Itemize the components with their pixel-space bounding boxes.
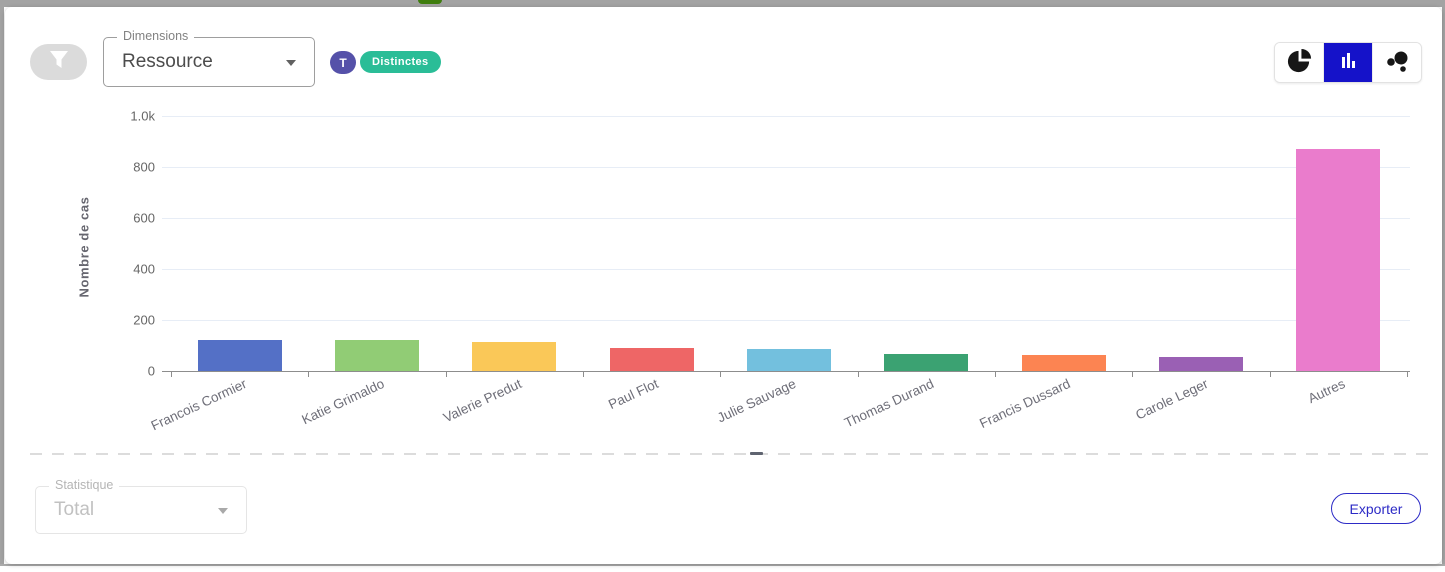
gridline	[162, 269, 1410, 270]
gridline	[162, 218, 1410, 219]
x-axis-line	[162, 371, 1410, 372]
bar-paul-flot[interactable]	[609, 347, 694, 371]
distinct-values-badge[interactable]: Distinctes	[360, 51, 441, 73]
x-axis-tick	[995, 372, 996, 377]
y-axis-title: Nombre de cas	[76, 196, 92, 298]
x-axis-tick	[1269, 372, 1271, 377]
type-text-badge: T	[330, 51, 356, 74]
dimensions-select-label: Dimensions	[117, 29, 195, 43]
chart-type-bar-button[interactable]	[1323, 43, 1372, 82]
x-axis-tick	[1132, 372, 1134, 377]
bar-francis-dussard[interactable]	[1021, 355, 1106, 371]
x-axis-tick	[171, 372, 172, 377]
y-tick-label: 0	[147, 363, 155, 379]
x-axis-tick	[445, 372, 447, 377]
window-frame-bottom	[0, 564, 1445, 566]
filter-button	[30, 44, 87, 80]
y-tick-label: 200	[133, 312, 155, 328]
bar-thomas-durand[interactable]	[884, 354, 969, 371]
window-frame-top	[0, 0, 1445, 7]
dimensions-select-value: Ressource	[122, 51, 213, 72]
bar-carole-leger[interactable]	[1159, 356, 1243, 371]
window-frame-left	[0, 0, 4, 566]
y-tick-label: 400	[133, 261, 155, 277]
bar-valerie-predut[interactable]	[472, 341, 557, 371]
chart-type-toggle	[1274, 42, 1422, 83]
x-axis-tick	[308, 372, 310, 377]
dimensions-select[interactable]: Dimensions Ressource	[103, 29, 315, 87]
bar-katie-grimaldo[interactable]	[335, 340, 419, 371]
y-tick-label: 800	[133, 159, 155, 175]
divider-drag-handle[interactable]	[750, 452, 763, 455]
x-axis-tick	[583, 372, 584, 377]
chart-card	[5, 7, 1442, 564]
y-tick-label: 600	[133, 210, 155, 226]
gridline	[162, 116, 1410, 117]
bar-chart-icon	[1336, 49, 1360, 76]
pie-chart-icon	[1286, 48, 1313, 78]
top-clipped-element	[418, 0, 442, 4]
funnel-icon	[47, 49, 71, 76]
chevron-down-icon	[218, 508, 228, 514]
window-frame-right	[1442, 0, 1445, 566]
statistique-select-value: Total	[54, 499, 95, 520]
dashed-divider	[30, 453, 1438, 455]
chart-type-pie-button[interactable]	[1275, 43, 1323, 82]
x-axis-tick	[720, 372, 722, 377]
x-axis-tick	[1407, 372, 1408, 377]
statistique-select-label: Statistique	[49, 478, 120, 492]
chart-type-bubble-button[interactable]	[1372, 43, 1421, 82]
statistique-select: Statistique Total	[35, 478, 247, 534]
gridline	[162, 320, 1410, 321]
bar-julie-sauvage[interactable]	[747, 348, 831, 371]
bar-autres[interactable]	[1296, 149, 1381, 371]
gridline	[162, 167, 1410, 168]
export-button[interactable]: Exporter	[1331, 493, 1421, 524]
bar-francois-cormier[interactable]	[197, 339, 282, 371]
x-axis-tick	[857, 372, 859, 377]
chevron-down-icon	[286, 60, 296, 66]
y-tick-label: 1.0k	[130, 108, 155, 124]
bubble-chart-icon	[1383, 47, 1411, 78]
